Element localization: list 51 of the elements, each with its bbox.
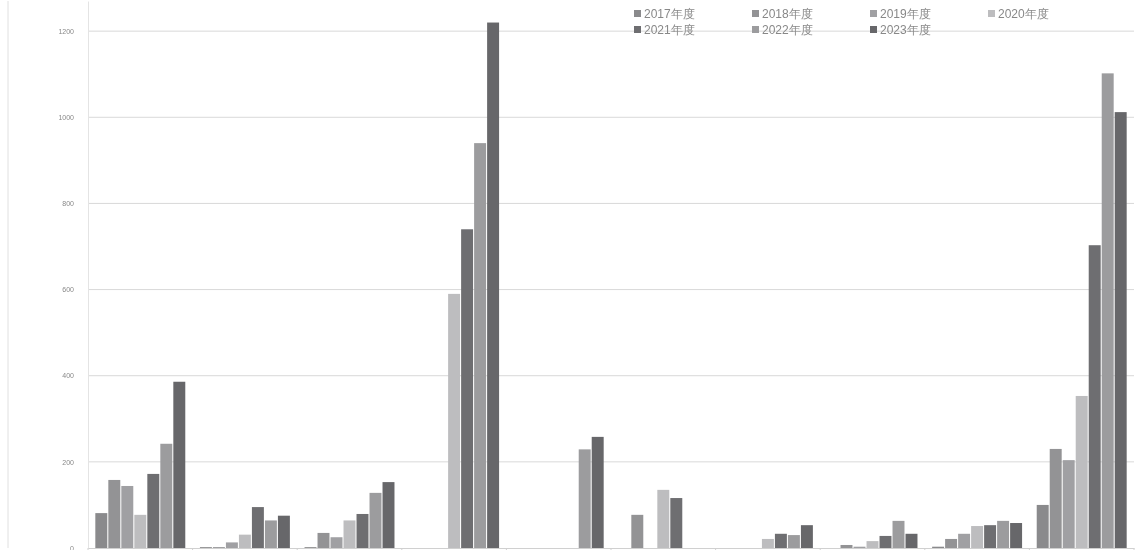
bar [134,514,147,548]
bar [774,533,787,548]
bar [1101,73,1114,548]
bar [670,498,683,548]
bar [382,482,395,548]
legend-label: 2023年度 [880,22,931,37]
bar [160,443,173,548]
bar [761,538,774,548]
legend-label: 2018年度 [762,6,813,21]
bar [657,489,670,548]
legend-label: 2017年度 [644,6,695,21]
bar [330,537,343,548]
bar [866,541,879,548]
bar [369,492,382,548]
bar [905,533,918,548]
bar [448,293,461,548]
bar [317,532,330,548]
bar [474,143,487,548]
bar [984,525,997,548]
legend-label: 2021年度 [644,22,695,37]
bar [1114,112,1127,548]
bar [121,485,134,548]
bar [343,520,356,548]
bar [840,544,853,548]
bar [787,535,800,548]
legend-label: 2019年度 [880,6,931,21]
bar [461,229,474,548]
bar [892,520,905,548]
bar [578,449,591,548]
bar [631,514,644,548]
bar [1062,460,1075,548]
legend-label: 2020年度 [998,6,1049,21]
bar [997,520,1010,548]
bar [971,526,984,548]
bar [800,525,813,548]
legend-label: 2022年度 [762,22,813,37]
bar [277,515,290,548]
bar [251,507,264,548]
bar [1010,523,1023,548]
bar [173,381,186,548]
bar [591,436,604,548]
bar [1075,395,1088,548]
bar [487,22,500,548]
bar [356,513,369,548]
bar [225,542,238,548]
bar [238,534,251,548]
bar [264,520,277,548]
bar [1088,245,1101,548]
bar [958,533,971,548]
bar [147,473,160,548]
bar [879,535,892,548]
